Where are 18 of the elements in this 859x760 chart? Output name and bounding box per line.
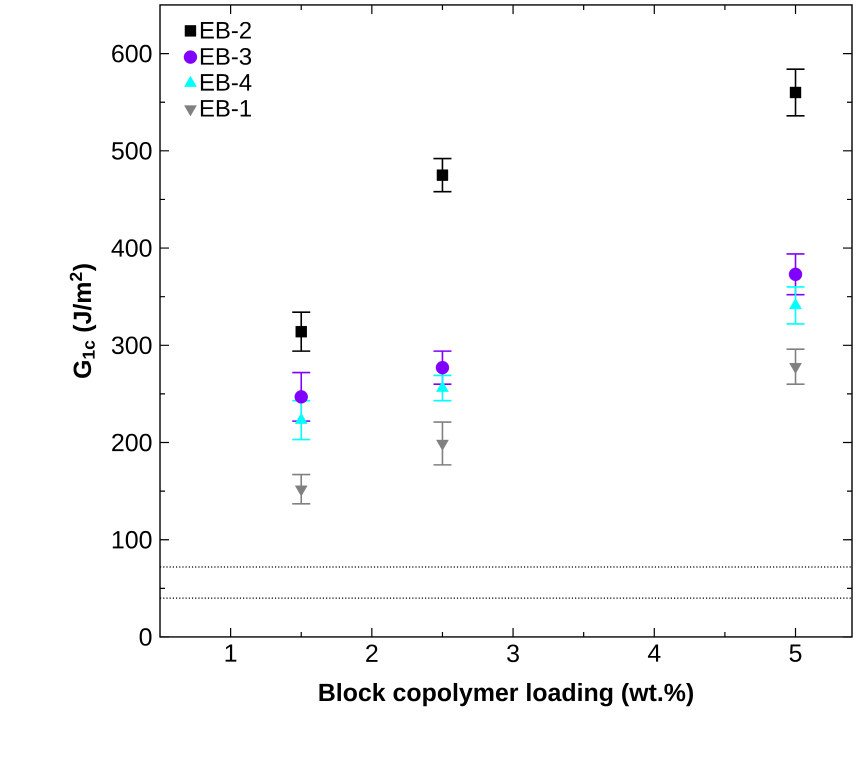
x-tick-label: 1 (226, 644, 236, 662)
x-tick-label: 2 (366, 644, 378, 662)
y-tick-label: 200 (112, 434, 152, 452)
y-tick-label: 500 (112, 142, 152, 160)
y-tick-label: 0 (140, 628, 152, 646)
legend-label: EB-4 (200, 74, 252, 91)
y-tick-label: 400 (112, 239, 152, 257)
x-tick-label: 3 (507, 644, 519, 662)
y-tick-label: 100 (112, 530, 152, 549)
legend-label: EB-2 (200, 22, 251, 39)
x-tick-label: 4 (648, 644, 660, 662)
legend-label: EB-1 (200, 100, 251, 117)
y-axis-title: G$_{1c}$ (J/m$^{2}$) (70, 264, 96, 378)
legend-label: EB-3 (200, 48, 252, 65)
y-tick-label: 600 (112, 44, 152, 62)
x-axis-title: Block copolymer loading (wt.%) (319, 682, 693, 706)
x-tick-label: 5 (790, 644, 802, 662)
y-tick-label: 300 (112, 336, 152, 354)
